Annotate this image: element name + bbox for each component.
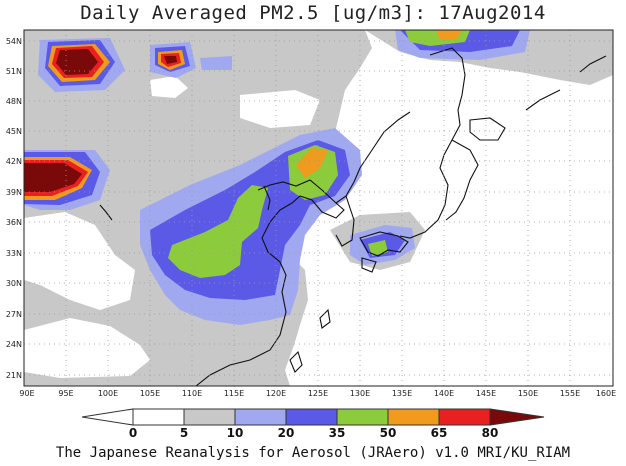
colorbar-segment: [183, 408, 236, 426]
colorbar-segment: [438, 408, 491, 426]
lon-tick: 145E: [476, 389, 496, 398]
coastlines: [99, 47, 607, 386]
lat-tick: 27N: [6, 310, 22, 319]
lon-tick: 135E: [392, 389, 412, 398]
colorbar-label: 50: [380, 426, 397, 440]
lon-tick: 100E: [98, 389, 118, 398]
lon-tick: 90E: [19, 389, 34, 398]
lat-lon-grid: [24, 30, 613, 386]
colorbar-label: 0: [129, 426, 137, 440]
lon-tick: 120E: [266, 389, 286, 398]
colorbar-segment: [132, 408, 185, 426]
lat-tick: 36N: [6, 218, 22, 227]
lon-tick: 115E: [224, 389, 244, 398]
lat-tick: 33N: [6, 249, 22, 258]
level-80-plus-area: [24, 49, 177, 192]
lat-tick: 21N: [6, 371, 22, 380]
lat-tick: 48N: [6, 97, 22, 106]
colorbar-segment: [387, 408, 440, 426]
colorbar-label: 10: [227, 426, 244, 440]
lat-tick: 51N: [6, 67, 22, 76]
colorbar-segment: [234, 408, 287, 426]
colorbar-segment: [285, 408, 338, 426]
lon-tick: 155E: [560, 389, 580, 398]
lon-tick: 110E: [182, 389, 202, 398]
lat-tick: 30N: [6, 279, 22, 288]
lat-tick: 39N: [6, 188, 22, 197]
colorbar-high-triangle: [489, 408, 545, 426]
colorbar-label: 20: [278, 426, 295, 440]
lat-tick: 42N: [6, 157, 22, 166]
lat-tick: 54N: [6, 37, 22, 46]
clean-air-areas: [24, 76, 320, 378]
map-frame: [23, 29, 614, 387]
colorbar: 0 5 10 20 35 50 65 80: [81, 408, 545, 440]
colorbar-label: 65: [431, 426, 448, 440]
lon-tick: 130E: [350, 389, 370, 398]
map-title: Daily Averaged PM2.5 [ug/m3]: 17Aug2014: [80, 2, 546, 24]
lat-tick-labels: 54N 51N 48N 45N 42N 39N 36N 33N 30N 27N …: [6, 37, 22, 380]
colorbar-label: 5: [180, 426, 188, 440]
concentration-fields: [24, 30, 613, 386]
colorbar-label: 35: [329, 426, 346, 440]
lon-tick: 95E: [58, 389, 73, 398]
colorbar-low-triangle: [81, 408, 134, 426]
lon-tick-labels: 90E 95E 100E 105E 110E 115E 120E 125E 13…: [19, 389, 616, 398]
colorbar-segment: [336, 408, 389, 426]
lat-tick: 45N: [6, 127, 22, 136]
lon-tick: 150E: [518, 389, 538, 398]
colorbar-label: 80: [482, 426, 499, 440]
lon-tick: 160E: [596, 389, 616, 398]
lon-tick: 140E: [434, 389, 454, 398]
lon-tick: 125E: [308, 389, 328, 398]
lon-tick: 105E: [140, 389, 160, 398]
credit-line: The Japanese Reanalysis for Aerosol (JRA…: [55, 445, 571, 461]
lat-tick: 24N: [6, 340, 22, 349]
